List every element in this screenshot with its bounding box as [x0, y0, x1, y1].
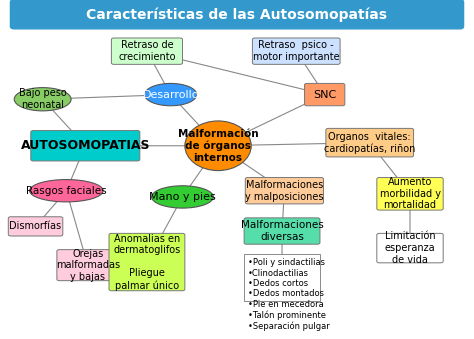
FancyBboxPatch shape: [57, 250, 118, 281]
FancyBboxPatch shape: [10, 0, 464, 29]
Ellipse shape: [185, 121, 251, 171]
Text: Mano y pies: Mano y pies: [149, 192, 216, 202]
Text: Limitación
esperanza
de vida: Limitación esperanza de vida: [385, 232, 435, 265]
FancyBboxPatch shape: [377, 178, 443, 210]
Text: Dismorfías: Dismorfías: [9, 221, 62, 232]
FancyBboxPatch shape: [111, 38, 182, 64]
Text: Retraso de
crecimiento: Retraso de crecimiento: [118, 40, 176, 62]
Text: Malformaciones
diversas: Malformaciones diversas: [241, 220, 323, 242]
Text: Características de las Autosomopatías: Características de las Autosomopatías: [86, 8, 388, 22]
FancyBboxPatch shape: [9, 217, 63, 236]
Text: Rasgos faciales: Rasgos faciales: [26, 186, 107, 196]
Text: SNC: SNC: [313, 89, 337, 100]
Text: AUTOSOMOPATIAS: AUTOSOMOPATIAS: [20, 139, 150, 152]
Text: Orejas
malformadas
y bajas: Orejas malformadas y bajas: [55, 248, 120, 282]
Ellipse shape: [29, 180, 103, 202]
Text: Retraso  psico -
motor importante: Retraso psico - motor importante: [253, 40, 339, 62]
Text: •Poli y sindactilias
•Clinodactilias
•Dedos cortos
•Dedos montados
•Pie en meced: •Poli y sindactilias •Clinodactilias •De…: [247, 258, 329, 331]
Text: Organos  vitales:
cardiopatías, riñon: Organos vitales: cardiopatías, riñon: [324, 132, 415, 154]
FancyBboxPatch shape: [244, 218, 320, 244]
Ellipse shape: [14, 87, 71, 111]
Text: Malformaciones
y malposiciones: Malformaciones y malposiciones: [245, 180, 324, 201]
Text: Bajo peso
neonatal: Bajo peso neonatal: [19, 88, 66, 110]
Text: Malformación
de órganos
internos: Malformación de órganos internos: [178, 129, 258, 163]
FancyBboxPatch shape: [109, 233, 185, 291]
Ellipse shape: [152, 186, 213, 208]
Text: Aumento
morbilidad y
mortalidad: Aumento morbilidad y mortalidad: [380, 177, 440, 211]
FancyBboxPatch shape: [252, 38, 340, 64]
FancyBboxPatch shape: [326, 128, 413, 157]
FancyBboxPatch shape: [304, 83, 345, 106]
FancyBboxPatch shape: [377, 233, 443, 263]
FancyBboxPatch shape: [244, 254, 320, 301]
Text: Anomalias en
dermatoglifos

Pliegue
palmar único: Anomalias en dermatoglifos Pliegue palma…: [113, 234, 181, 291]
FancyBboxPatch shape: [246, 178, 323, 204]
Text: Desarrollo: Desarrollo: [142, 89, 199, 100]
Ellipse shape: [145, 83, 197, 106]
FancyBboxPatch shape: [31, 131, 140, 161]
